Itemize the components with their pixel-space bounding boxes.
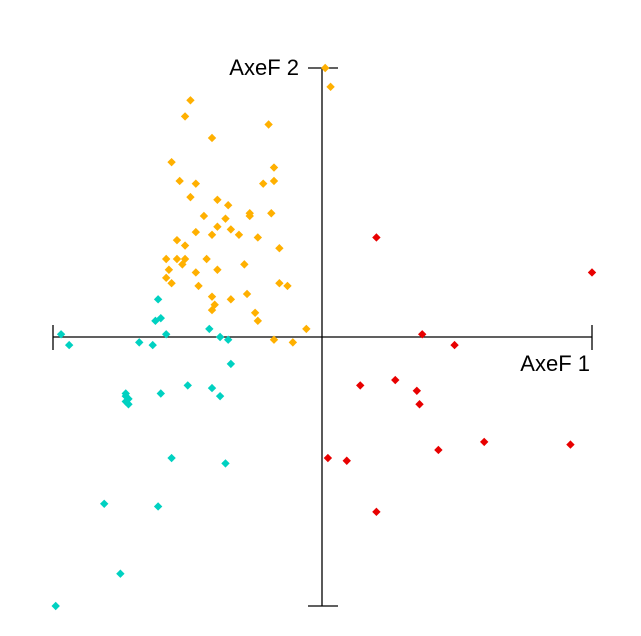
data-point — [153, 295, 163, 304]
data-point — [253, 233, 263, 242]
data-point — [135, 338, 144, 347]
data-point — [183, 381, 192, 390]
data-point — [223, 200, 233, 210]
data-point — [207, 305, 217, 315]
data-point — [259, 179, 268, 188]
data-point — [269, 176, 279, 186]
data-point — [288, 338, 298, 347]
data-point — [191, 268, 201, 277]
data-point — [264, 120, 273, 129]
data-point — [180, 112, 190, 121]
data-point — [215, 332, 225, 342]
data-point — [205, 324, 214, 334]
data-point — [172, 254, 182, 264]
data-point — [480, 437, 489, 447]
series-1 — [51, 295, 236, 611]
data-point — [372, 233, 381, 242]
data-point — [191, 227, 201, 237]
data-point — [116, 569, 125, 578]
data-point — [242, 289, 252, 299]
data-point — [164, 265, 174, 274]
data-points — [51, 63, 597, 611]
data-point — [202, 254, 211, 264]
data-point — [56, 330, 66, 339]
series-0 — [161, 63, 335, 347]
data-point — [356, 381, 365, 390]
data-point — [215, 391, 225, 401]
y-axis: AxeF 2 — [229, 55, 338, 607]
data-point — [161, 254, 171, 264]
data-point — [180, 241, 190, 250]
data-point — [434, 445, 443, 455]
data-point — [156, 389, 165, 398]
data-point — [450, 340, 459, 350]
data-point — [167, 157, 176, 167]
data-point — [161, 273, 171, 283]
data-point — [415, 400, 424, 409]
data-point — [283, 281, 292, 291]
data-point — [245, 211, 254, 221]
data-point — [199, 211, 209, 221]
data-point — [226, 225, 236, 234]
data-point — [226, 359, 236, 369]
data-point — [587, 268, 597, 277]
data-point — [175, 176, 184, 186]
data-point — [207, 383, 217, 393]
data-point — [100, 499, 109, 508]
data-point — [302, 324, 311, 334]
data-point — [240, 260, 249, 269]
data-point — [234, 230, 244, 239]
data-point — [207, 230, 217, 239]
data-point — [186, 192, 195, 202]
data-point — [226, 295, 236, 304]
data-point — [153, 502, 163, 511]
data-point — [64, 340, 74, 350]
data-point — [124, 394, 133, 404]
data-point — [207, 292, 217, 301]
data-point — [156, 313, 165, 323]
data-point — [391, 375, 400, 385]
data-point — [191, 179, 201, 188]
data-point — [221, 214, 230, 223]
data-point — [148, 340, 157, 350]
data-point — [124, 400, 133, 409]
data-point — [213, 265, 222, 274]
data-point — [172, 235, 182, 245]
series-2 — [323, 233, 597, 517]
data-point — [275, 244, 284, 253]
data-point — [221, 459, 230, 468]
data-point — [269, 335, 279, 344]
data-point — [412, 386, 422, 395]
x-axis-label: AxeF 1 — [520, 351, 590, 376]
data-point — [186, 96, 195, 105]
data-point — [418, 330, 427, 339]
data-point — [51, 601, 60, 611]
data-point — [342, 456, 351, 465]
data-point — [167, 453, 176, 463]
data-point — [223, 335, 233, 344]
data-point — [167, 279, 176, 288]
data-point — [323, 453, 333, 463]
data-point — [161, 330, 171, 339]
data-point — [250, 308, 260, 317]
data-point — [320, 63, 330, 73]
data-point — [566, 440, 575, 449]
data-point — [213, 195, 222, 205]
data-point — [372, 507, 381, 517]
data-point — [213, 222, 222, 231]
data-point — [269, 163, 279, 172]
data-point — [326, 82, 335, 92]
data-point — [275, 279, 284, 288]
data-point — [253, 316, 263, 326]
y-axis-label: AxeF 2 — [229, 55, 299, 80]
data-point — [267, 209, 276, 218]
data-point — [194, 281, 203, 291]
data-point — [207, 133, 217, 143]
data-point — [178, 260, 187, 269]
